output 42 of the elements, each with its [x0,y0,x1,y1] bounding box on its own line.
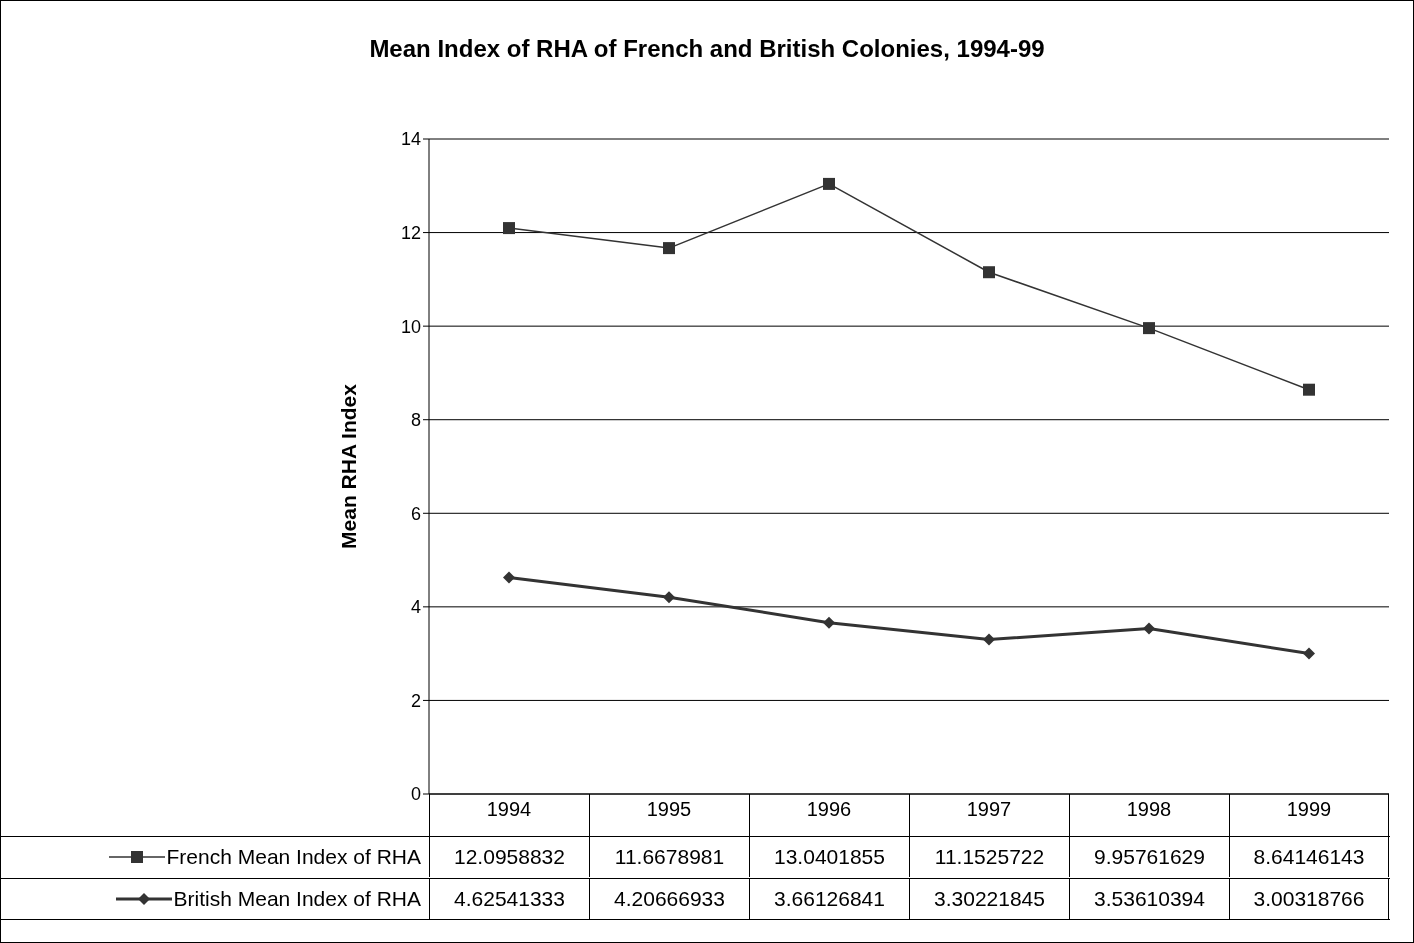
y-tick-label: 8 [410,410,421,431]
data-label: 3.30221845 [909,879,1069,919]
y-tick-label: 10 [400,316,421,337]
legend-label: French Mean Index of RHA [165,844,422,870]
data-label: 9.95761629 [1069,837,1229,877]
point [663,242,675,255]
data-label: 11.6678981 [589,837,749,877]
y-tick-label: 12 [400,222,421,243]
point [1303,647,1315,660]
data-label: 3.66126841 [749,879,909,919]
x-tick-label: 1999 [1286,798,1332,821]
y-tick-label: 4 [410,597,421,618]
data-label: 12.0958832 [429,837,589,877]
data-label: 3.53610394 [1069,879,1229,919]
point [503,222,515,235]
x-tick-label: 1998 [1126,798,1172,821]
y-tick-label: 14 [400,129,421,150]
point [983,633,995,646]
x-tick-label: 1994 [486,798,532,821]
legend-label: British Mean Index of RHA [172,886,422,912]
x-tick-label: 1995 [646,798,692,821]
point [1143,622,1155,635]
data-label: 8.64146143 [1229,837,1389,877]
chart-title: Mean Index of RHA of French and British Colonies, 1994-99 [368,35,1046,63]
data-label: 4.20666933 [589,879,749,919]
point [503,571,515,584]
data-label: 13.0401855 [749,837,909,877]
data-label: 11.1525722 [909,837,1069,877]
data-label: 4.62541333 [429,879,589,919]
point [983,266,995,279]
point [823,177,835,190]
y-tick-label: 2 [410,690,421,711]
data-label: 3.00318766 [1229,879,1389,919]
x-tick-label: 1997 [966,798,1012,821]
point [663,591,675,604]
point [1143,322,1155,335]
y-tick-label: 6 [410,503,421,524]
point [1303,383,1315,396]
y-axis-title: Mean RHA Index [337,383,361,549]
point [823,616,835,629]
x-tick-label: 1996 [806,798,852,821]
y-tick-label: 0 [410,784,421,805]
